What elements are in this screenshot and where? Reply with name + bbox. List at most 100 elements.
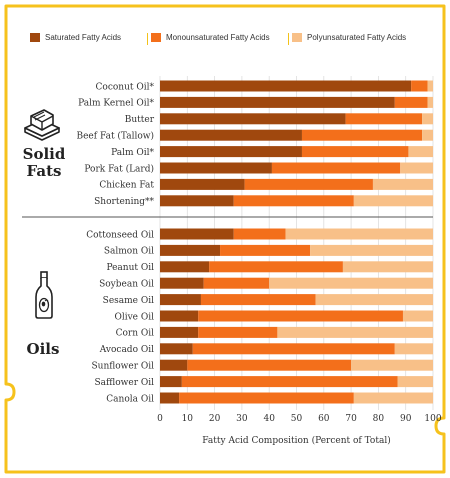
group-label-solid-fats: Solid Fats — [22, 146, 66, 180]
category-label: Pork Fat (Lard) — [84, 163, 154, 174]
category-label: Corn Oil — [116, 329, 155, 339]
bar-segment — [427, 80, 433, 92]
bar-segment — [411, 80, 428, 92]
bar-segment — [198, 310, 403, 322]
bar-segment — [160, 261, 210, 273]
x-axis-title: Fatty Acid Composition (Percent of Total… — [202, 436, 391, 446]
bar-segment — [160, 343, 193, 355]
bar-segment — [179, 392, 354, 404]
bar-segment — [198, 326, 278, 338]
category-label: Chicken Fat — [99, 181, 154, 191]
bar-segment — [269, 277, 433, 289]
bar-segment — [233, 228, 286, 240]
bar-segment — [203, 277, 270, 289]
legend-saturated: Saturated Fatty Acids — [30, 33, 121, 42]
bar-segment — [160, 178, 245, 190]
bar-segment — [220, 244, 311, 256]
category-label: Avocado Oil — [99, 345, 154, 355]
oil-bottle-icon — [35, 271, 53, 319]
x-tick-label: 30 — [236, 414, 248, 424]
bar-segment — [285, 228, 433, 240]
legend-label-mono: Monounsaturated Fatty Acids — [166, 33, 270, 42]
bar-segment — [160, 277, 204, 289]
bar-segment — [160, 96, 395, 108]
bar-segment — [315, 294, 433, 306]
legend: Saturated Fatty Acids Monounsaturated Fa… — [0, 33, 450, 49]
bar-segment — [310, 244, 433, 256]
legend-label-saturated: Saturated Fatty Acids — [45, 33, 122, 42]
bar-segment — [160, 310, 199, 322]
legend-separator — [147, 33, 148, 45]
bar-segment — [397, 376, 433, 388]
bar-segment — [160, 113, 346, 125]
bar-segment — [244, 178, 373, 190]
bar-segment — [160, 359, 188, 371]
bar-segment — [160, 228, 234, 240]
category-label: Olive Oil — [114, 312, 154, 322]
group-label-solid-line2: Fats — [26, 162, 62, 180]
x-tick-label: 10 — [182, 414, 194, 424]
legend-label-poly: Polyunsaturated Fatty Acids — [307, 33, 407, 42]
bar-segment — [277, 326, 433, 338]
bar-segment — [408, 146, 433, 158]
group-label-oils: Oils — [26, 340, 60, 358]
bar-segment — [422, 129, 433, 141]
bar-segment — [187, 359, 352, 371]
bar-segment — [160, 376, 182, 388]
bar-segment — [160, 80, 412, 92]
category-label: Peanut Oil — [106, 263, 154, 273]
bar-segment — [394, 96, 428, 108]
category-label: Safflower Oil — [94, 378, 154, 388]
category-label: Palm Kernel Oil* — [78, 99, 154, 109]
bar-segment — [160, 294, 201, 306]
bar-segment — [160, 392, 180, 404]
bar-segment — [160, 326, 199, 338]
legend-swatch-poly — [292, 33, 302, 42]
x-tick-label: 40 — [263, 414, 275, 424]
category-label: Sesame Oil — [103, 296, 154, 306]
legend-swatch-saturated — [30, 33, 40, 42]
legend-poly: Polyunsaturated Fatty Acids — [292, 33, 406, 42]
category-label: Shortening** — [94, 197, 154, 207]
bar-segment — [342, 261, 433, 273]
legend-swatch-mono — [151, 33, 161, 42]
bar-segment — [301, 146, 409, 158]
bar-segment — [351, 359, 433, 371]
category-label: Palm Oil* — [111, 148, 154, 158]
bar-segment — [192, 343, 395, 355]
bar-segment — [400, 162, 433, 174]
x-tick-label: 90 — [400, 414, 412, 424]
bar-segment — [160, 162, 272, 174]
bar-segment — [353, 195, 433, 207]
category-label: Sunflower Oil — [91, 362, 154, 372]
bar-segment — [353, 392, 433, 404]
bar-segment — [160, 146, 302, 158]
x-tick-label: 80 — [373, 414, 385, 424]
x-tick-label: 70 — [345, 414, 357, 424]
bar-segment — [345, 113, 423, 125]
bar-segment — [271, 162, 401, 174]
legend-separator — [288, 33, 289, 45]
bar-segment — [301, 129, 423, 141]
category-label: Cottonseed Oil — [86, 230, 154, 240]
x-tick-label: 0 — [157, 414, 163, 424]
category-label: Soybean Oil — [99, 280, 154, 290]
x-tick-label: 50 — [291, 414, 303, 424]
category-label: Canola Oil — [106, 394, 154, 404]
category-label: Beef Fat (Tallow) — [76, 131, 154, 142]
bar-segment — [422, 113, 433, 125]
butter-icon — [24, 109, 60, 141]
bar-segment — [200, 294, 316, 306]
legend-mono: Monounsaturated Fatty Acids — [151, 33, 270, 42]
bar-segment — [160, 129, 302, 141]
bar-segment — [181, 376, 398, 388]
bar-segment — [160, 244, 221, 256]
bar-segment — [233, 195, 354, 207]
x-tick-label: 60 — [318, 414, 330, 424]
x-tick-label: 20 — [209, 414, 221, 424]
bar-segment — [372, 178, 433, 190]
bar-segment — [402, 310, 433, 322]
group-label-solid-line1: Solid — [22, 145, 66, 163]
category-label: Butter — [125, 115, 155, 125]
